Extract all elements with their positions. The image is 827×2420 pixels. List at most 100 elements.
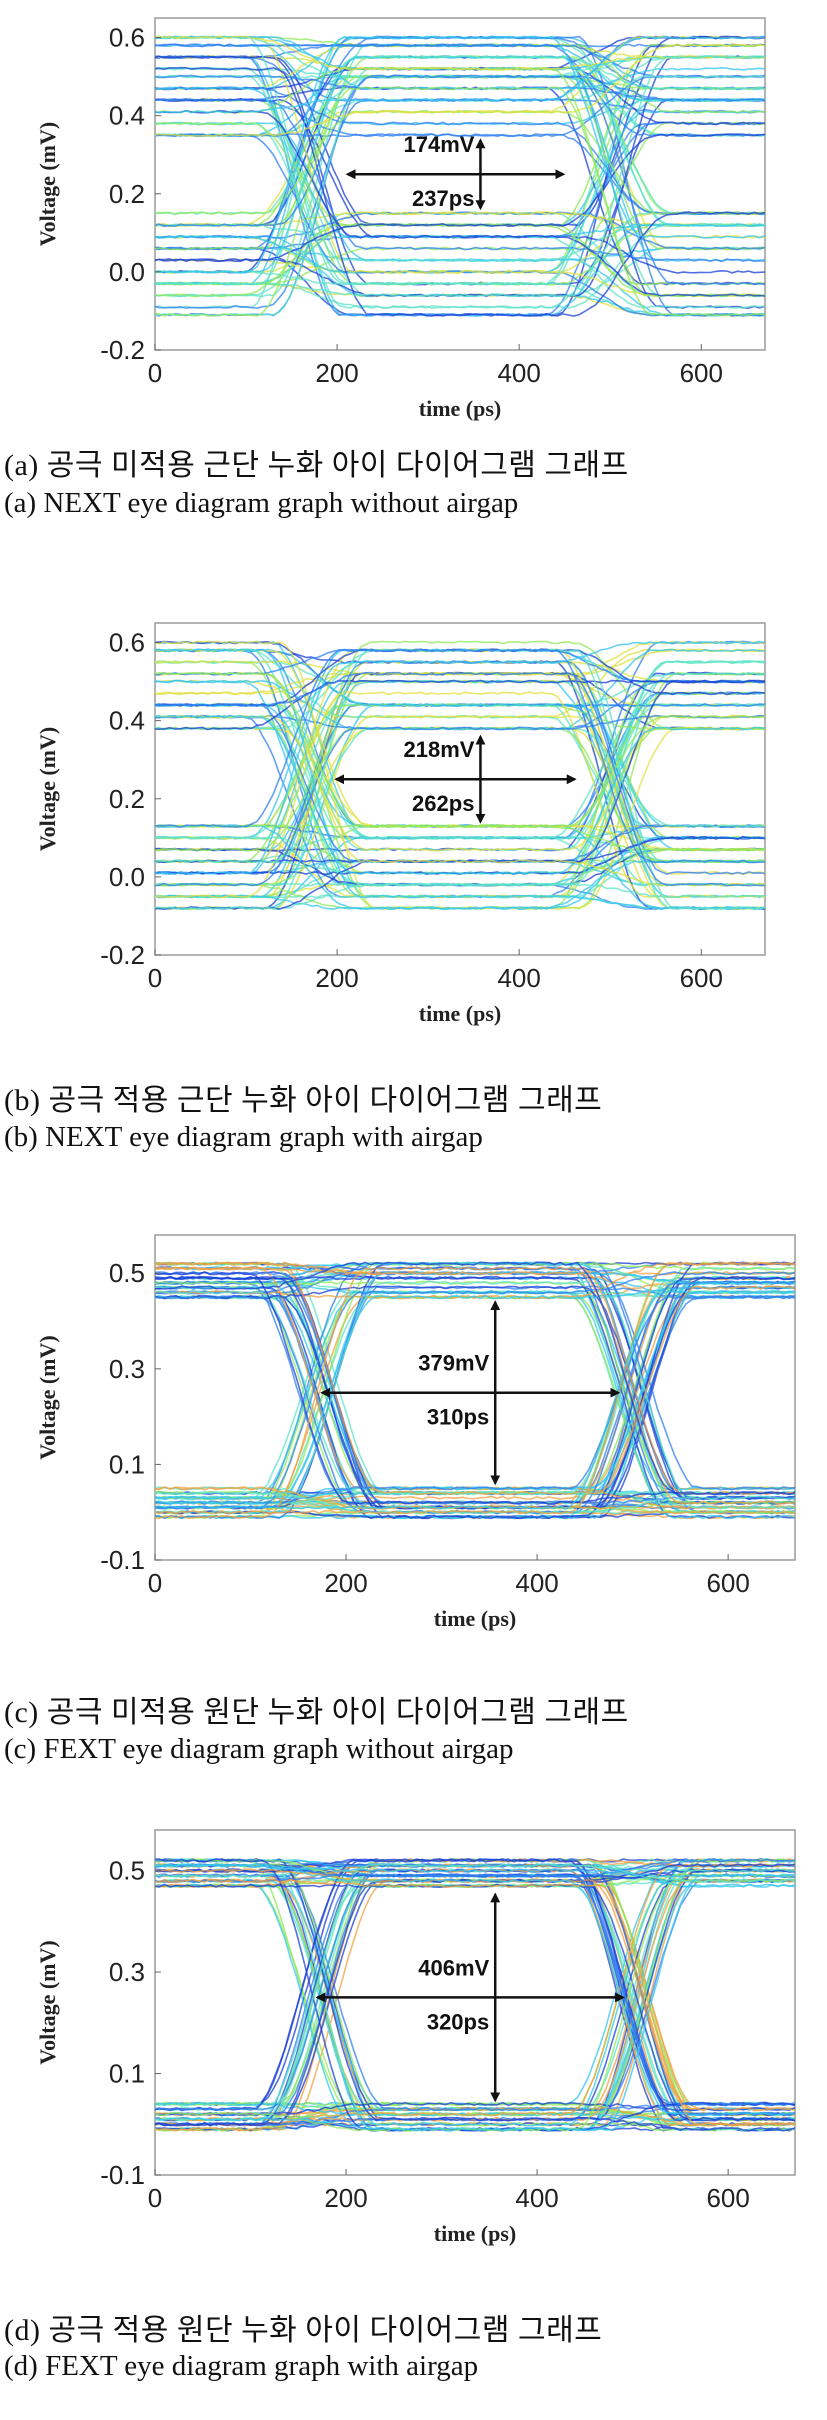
- eye-trace-line: [155, 1285, 795, 1505]
- y-tick-label: 0.3: [109, 1957, 145, 1987]
- figure-caption-korean: (a) 공극 미적용 근단 누화 아이 다이어그램 그래프: [4, 449, 629, 482]
- figure-caption-korean: (b) 공극 적용 근단 누화 아이 다이어그램 그래프: [4, 1084, 603, 1117]
- y-tick-label: -0.1: [100, 1545, 145, 1575]
- eye-trace-line: [155, 1878, 795, 2127]
- x-tick-label: 200: [324, 2183, 367, 2213]
- eye-trace-line: [155, 1290, 795, 1510]
- x-tick-label: 200: [324, 1568, 367, 1598]
- x-tick-label: 600: [680, 358, 723, 388]
- eye-trace-line: [155, 1863, 795, 2117]
- eye-trace-line: [155, 882, 765, 911]
- y-tick-label: 0.0: [109, 257, 145, 287]
- figure-caption-english: (b) NEXT eye diagram graph with airgap: [4, 1121, 483, 1153]
- x-tick-label: 400: [515, 2183, 558, 2213]
- eye-trace-line: [155, 671, 765, 829]
- eye-height-label: 406mV: [418, 1955, 489, 1980]
- eye-trace-line: [155, 1261, 795, 1496]
- y-axis-label: Voltage (mV): [35, 1940, 60, 2064]
- eye-width-label: 237ps: [412, 186, 474, 211]
- eye-trace-line: [155, 133, 765, 263]
- x-axis-label: time (ps): [419, 396, 501, 421]
- eye-trace-line: [155, 35, 765, 274]
- figure-panel-a: 0 200 400 600 0.6 0.4 0.2 0.0 -0.2 time (ps) Volta…: [0, 0, 827, 600]
- eye-trace-line: [155, 1868, 795, 2112]
- eye-trace-line: [155, 1275, 795, 1519]
- x-tick-label: 400: [497, 358, 540, 388]
- eye-trace-line: [155, 1294, 795, 1510]
- y-tick-label: 0.6: [109, 628, 145, 658]
- eye-trace-line: [155, 1261, 795, 1505]
- x-tick-label: 200: [315, 963, 358, 993]
- x-tick-label: 0: [148, 963, 162, 993]
- figure-panel-d: 0 200 400 600 0.5 0.3 0.1 -0.1 time (ps) Voltage …: [0, 1820, 827, 2420]
- eye-trace-line: [155, 98, 765, 263]
- y-axis-label: Voltage (mV): [35, 1335, 60, 1459]
- y-tick-label: 0.3: [109, 1354, 145, 1384]
- x-tick-label: 600: [706, 1568, 749, 1598]
- x-tick-label: 600: [706, 2183, 749, 2213]
- eye-trace-line: [155, 671, 765, 887]
- x-tick-label: 600: [680, 963, 723, 993]
- eye-width-label: 262ps: [412, 791, 474, 816]
- eye-trace-line: [155, 1261, 795, 1515]
- eye-trace-line: [155, 1873, 795, 2132]
- eye-trace-line: [155, 55, 765, 274]
- y-tick-label: 0.1: [109, 1449, 145, 1479]
- eye-trace-line: [155, 35, 765, 114]
- eye-trace-line: [155, 1883, 795, 2122]
- eye-trace-line: [155, 671, 765, 887]
- eye-diagram-chart-c: 0 200 400 600 0.5 0.3 0.1 -0.1 time (ps) Voltage …: [35, 1234, 796, 1631]
- eye-height-label: 174mV: [403, 132, 474, 157]
- eye-diagram-chart-a: 0 200 400 600 0.6 0.4 0.2 0.0 -0.2 time (ps) Volta…: [35, 17, 766, 421]
- x-axis-label: time (ps): [434, 1606, 516, 1631]
- eye-trace-group: [155, 640, 765, 911]
- plot-frame: [154, 622, 766, 956]
- y-tick-label: -0.2: [100, 335, 145, 365]
- figure-caption-english: (a) NEXT eye diagram graph without airga…: [4, 487, 519, 519]
- y-tick-label: 0.4: [109, 706, 145, 736]
- y-tick-label: 0.5: [109, 1856, 145, 1886]
- x-axis-label: time (ps): [419, 1001, 501, 1026]
- y-tick-label: 0.1: [109, 2059, 145, 2089]
- eye-trace-line: [155, 640, 765, 875]
- eye-trace-group: [155, 1858, 795, 2132]
- eye-trace-group: [155, 1261, 795, 1520]
- eye-trace-line: [155, 223, 765, 310]
- eye-width-label: 320ps: [427, 2009, 489, 2034]
- figure-caption-korean: (c) 공극 미적용 원단 누화 아이 다이어그램 그래프: [4, 1696, 629, 1729]
- eye-trace-line: [155, 691, 765, 899]
- eye-trace-line: [155, 109, 765, 216]
- eye-trace-line: [155, 726, 765, 864]
- x-tick-label: 0: [148, 1568, 162, 1598]
- eye-trace-line: [155, 86, 765, 317]
- y-tick-label: 0.2: [109, 784, 145, 814]
- eye-trace-line: [155, 1280, 795, 1515]
- x-tick-label: 200: [315, 358, 358, 388]
- eye-diagram-chart-b: 0 200 400 600 0.6 0.4 0.2 0.0 -0.2 time (ps) Volta…: [35, 622, 766, 1026]
- y-tick-label: 0.0: [109, 862, 145, 892]
- eye-trace-line: [155, 43, 765, 138]
- eye-trace-line: [155, 679, 765, 731]
- eye-width-label: 310ps: [427, 1405, 489, 1430]
- x-tick-label: 0: [148, 358, 162, 388]
- eye-trace-line: [155, 714, 765, 875]
- figure-caption-english: (d) FEXT eye diagram graph with airgap: [4, 2350, 479, 2382]
- figure-panel-b: 0 200 400 600 0.6 0.4 0.2 0.0 -0.2 time (ps) Volta…: [0, 605, 827, 1205]
- figure-caption-english: (c) FEXT eye diagram graph without airga…: [4, 1733, 514, 1765]
- y-tick-label: 0.6: [109, 23, 145, 53]
- y-tick-label: -0.2: [100, 940, 145, 970]
- x-tick-label: 400: [515, 1568, 558, 1598]
- eye-trace-group: [155, 35, 765, 317]
- eye-trace-line: [155, 74, 765, 286]
- y-tick-label: -0.1: [100, 2160, 145, 2190]
- x-tick-label: 0: [148, 2183, 162, 2213]
- y-axis-label: Voltage (mV): [35, 122, 60, 246]
- eye-height-label: 379mV: [418, 1351, 489, 1376]
- y-axis-label: Voltage (mV): [35, 727, 60, 851]
- figure-caption-korean: (d) 공극 적용 원단 누화 아이 다이어그램 그래프: [4, 2314, 603, 2347]
- x-axis-label: time (ps): [434, 2221, 516, 2246]
- eye-diagram-chart-d: 0 200 400 600 0.5 0.3 0.1 -0.1 time (ps) Voltage …: [35, 1829, 796, 2246]
- eye-height-label: 218mV: [403, 737, 474, 762]
- eye-trace-line: [155, 66, 765, 317]
- y-tick-label: 0.5: [109, 1258, 145, 1288]
